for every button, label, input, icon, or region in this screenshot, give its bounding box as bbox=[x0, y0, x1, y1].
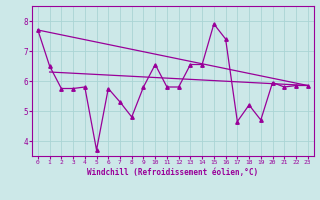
X-axis label: Windchill (Refroidissement éolien,°C): Windchill (Refroidissement éolien,°C) bbox=[87, 168, 258, 177]
